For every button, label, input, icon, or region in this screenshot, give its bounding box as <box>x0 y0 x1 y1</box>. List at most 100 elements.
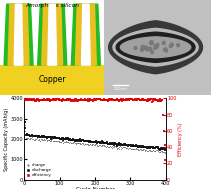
Point <box>122 99 125 102</box>
Point <box>146 97 149 100</box>
Point <box>27 133 31 136</box>
Point <box>66 137 69 140</box>
Point <box>112 141 115 144</box>
Point <box>77 98 81 101</box>
Point <box>132 144 135 147</box>
Point <box>143 99 146 102</box>
Point <box>50 99 53 102</box>
Point <box>94 143 98 146</box>
Point <box>31 137 35 140</box>
Ellipse shape <box>156 43 159 46</box>
Point <box>149 149 152 152</box>
Point <box>102 144 106 147</box>
Point <box>104 98 108 101</box>
Point <box>141 145 144 148</box>
Point <box>134 147 137 150</box>
Point <box>45 136 48 139</box>
Point <box>43 139 46 142</box>
Point <box>73 139 77 142</box>
Legend: charge, discharge, efficiency: charge, discharge, efficiency <box>26 163 52 177</box>
Point <box>89 143 93 146</box>
Point <box>50 136 54 139</box>
Point <box>93 143 96 146</box>
Point <box>145 146 149 149</box>
Point <box>115 146 118 149</box>
Point <box>69 99 72 102</box>
Point <box>58 98 62 101</box>
Point <box>122 146 125 149</box>
Point <box>55 139 58 143</box>
Polygon shape <box>71 4 100 65</box>
Point <box>87 142 90 145</box>
Point <box>26 134 30 137</box>
Point <box>111 99 115 102</box>
Point <box>154 149 157 152</box>
Point <box>82 98 86 101</box>
Polygon shape <box>14 4 23 65</box>
Point <box>104 146 108 149</box>
Point <box>139 98 143 101</box>
Point <box>115 143 118 146</box>
Point <box>74 142 77 145</box>
Point <box>148 149 151 152</box>
Point <box>58 140 62 143</box>
Point <box>118 143 121 146</box>
Point <box>53 140 56 143</box>
Point <box>70 139 74 142</box>
Point <box>100 99 103 102</box>
Point <box>153 146 156 149</box>
Point <box>49 139 53 143</box>
Point <box>117 99 120 102</box>
Point <box>119 146 122 149</box>
Point <box>34 99 37 102</box>
Point <box>129 148 132 151</box>
Point <box>116 147 119 150</box>
Point <box>142 145 146 148</box>
Point <box>37 98 41 101</box>
Text: 200nm: 200nm <box>114 87 127 91</box>
Point <box>141 147 144 150</box>
Point <box>99 144 103 147</box>
Point <box>42 98 45 101</box>
Point <box>31 134 35 137</box>
Point <box>138 98 142 101</box>
Point <box>96 140 99 143</box>
Point <box>141 98 144 101</box>
Point <box>28 135 31 138</box>
Point <box>139 148 142 151</box>
Point <box>48 98 51 101</box>
Ellipse shape <box>170 43 173 46</box>
Point <box>38 99 41 102</box>
Point <box>149 146 153 149</box>
Point <box>62 99 65 102</box>
Point <box>34 134 38 137</box>
Point <box>154 146 157 149</box>
Point <box>151 146 155 149</box>
Point <box>79 142 82 145</box>
Point <box>81 139 84 142</box>
Point <box>152 149 156 152</box>
Point <box>55 136 58 139</box>
Point <box>43 99 47 102</box>
Point <box>142 148 146 151</box>
Point <box>163 143 166 146</box>
Point <box>90 98 93 101</box>
Point <box>116 98 119 101</box>
Point <box>52 99 55 102</box>
Point <box>80 138 84 141</box>
Polygon shape <box>8 4 29 65</box>
Point <box>25 136 28 139</box>
Point <box>140 148 144 151</box>
Point <box>70 99 73 102</box>
Point <box>130 144 134 147</box>
Point <box>123 142 127 145</box>
Point <box>97 143 100 146</box>
Point <box>106 143 110 146</box>
Point <box>65 140 68 143</box>
Point <box>50 138 54 141</box>
Point <box>91 143 94 146</box>
Ellipse shape <box>162 41 165 45</box>
Point <box>75 138 79 141</box>
Point <box>42 138 45 141</box>
Point <box>96 144 100 147</box>
